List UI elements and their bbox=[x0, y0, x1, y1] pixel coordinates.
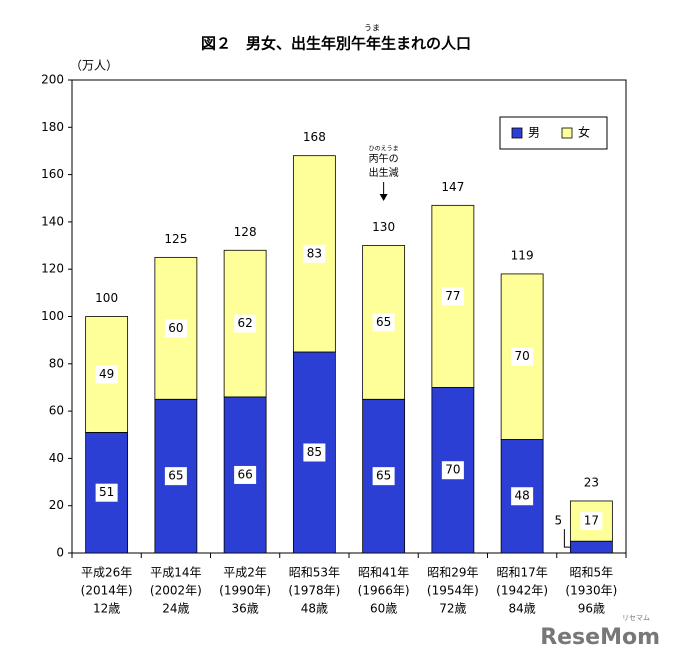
value-label: 77 bbox=[445, 289, 460, 303]
value-label-box bbox=[511, 487, 534, 506]
chart-title: 図２ 男女、出生年別午年生まれの人口 bbox=[201, 35, 471, 53]
x-tick-label: (2002年) bbox=[150, 584, 202, 598]
value-label: 48 bbox=[514, 489, 529, 503]
y-tick-label: 20 bbox=[49, 498, 64, 512]
legend-swatch bbox=[511, 127, 523, 139]
x-tick-label: (1990年) bbox=[219, 584, 271, 598]
annotation-arrowhead bbox=[379, 194, 388, 201]
value-label: 70 bbox=[514, 349, 529, 363]
x-tick-label: 平成14年 bbox=[150, 566, 201, 580]
y-tick-label: 80 bbox=[49, 356, 64, 370]
value-label-box bbox=[234, 465, 257, 484]
x-tick-label: (1966年) bbox=[358, 584, 410, 598]
value-label: 65 bbox=[376, 315, 391, 329]
y-tick-label: 120 bbox=[41, 262, 64, 276]
total-label: 168 bbox=[303, 130, 326, 144]
value-label: 85 bbox=[307, 445, 322, 459]
value-label: 62 bbox=[237, 316, 252, 330]
y-tick-label: 180 bbox=[41, 120, 64, 134]
annotation: 出生減 bbox=[369, 166, 399, 179]
value-label-box bbox=[511, 347, 534, 366]
x-tick-label: (1954年) bbox=[427, 584, 479, 598]
y-tick-label: 0 bbox=[56, 546, 64, 560]
value-label: 65 bbox=[376, 469, 391, 483]
value-label-box bbox=[441, 287, 464, 306]
total-label: 147 bbox=[441, 180, 464, 194]
x-tick-label: 96歳 bbox=[578, 602, 605, 616]
y-tick-label: 140 bbox=[41, 214, 64, 228]
x-tick-label: 48歳 bbox=[301, 602, 328, 616]
value-label-box bbox=[303, 443, 326, 462]
x-tick-label: 72歳 bbox=[439, 602, 466, 616]
value-label: 65 bbox=[168, 469, 183, 483]
x-tick-label: (1978年) bbox=[288, 584, 340, 598]
y-tick-label: 40 bbox=[49, 451, 64, 465]
value-label-box bbox=[164, 319, 187, 338]
value-label: 83 bbox=[307, 246, 322, 260]
x-tick-label: (2014年) bbox=[81, 584, 133, 598]
x-tick-label: 84歳 bbox=[508, 602, 535, 616]
legend-label: 女 bbox=[578, 125, 590, 140]
legend-swatch bbox=[561, 127, 573, 139]
x-tick-label: 昭和29年 bbox=[427, 566, 478, 580]
value-label-box bbox=[372, 467, 395, 486]
annotation: 丙午の bbox=[369, 152, 399, 165]
total-label: 128 bbox=[234, 225, 257, 239]
leader-line bbox=[563, 529, 571, 548]
value-label-box bbox=[95, 365, 118, 384]
value-label: 70 bbox=[445, 463, 460, 477]
value-label: 66 bbox=[237, 467, 252, 481]
value-label-box bbox=[580, 512, 603, 531]
y-unit-label: （万人） bbox=[70, 59, 118, 73]
x-tick-label: 平成26年 bbox=[81, 566, 132, 580]
value-label-box bbox=[234, 314, 257, 333]
y-tick-label: 60 bbox=[49, 404, 64, 418]
value-label-box bbox=[372, 313, 395, 332]
title-ruby: うま bbox=[364, 24, 380, 33]
value-label-box bbox=[441, 461, 464, 480]
x-tick-label: 昭和53年 bbox=[289, 566, 340, 580]
total-label: 130 bbox=[372, 220, 395, 234]
x-tick-label: 昭和41年 bbox=[358, 566, 409, 580]
legend-label: 男 bbox=[528, 126, 540, 140]
x-tick-label: 平成2年 bbox=[223, 566, 267, 580]
x-tick-label: 24歳 bbox=[162, 602, 189, 616]
watermark: ReseMom bbox=[540, 625, 660, 650]
bar-segment bbox=[569, 540, 613, 554]
watermark-sub: リセマム bbox=[622, 614, 650, 622]
value-label-box bbox=[95, 483, 118, 502]
x-tick-label: 12歳 bbox=[93, 602, 120, 616]
x-tick-label: 昭和17年 bbox=[496, 566, 547, 580]
value-label-box bbox=[164, 467, 187, 486]
x-tick-label: 36歳 bbox=[231, 602, 258, 616]
value-label: 60 bbox=[168, 321, 183, 335]
x-tick-label: 昭和5年 bbox=[570, 566, 614, 580]
value-label: 17 bbox=[584, 514, 599, 528]
value-label: 49 bbox=[99, 367, 114, 381]
value-label-box bbox=[303, 244, 326, 263]
y-tick-label: 200 bbox=[41, 73, 64, 87]
value-label: 5 bbox=[555, 514, 563, 528]
annotation-ruby: ひのえうま bbox=[369, 146, 399, 153]
total-label: 125 bbox=[164, 232, 187, 246]
total-label: 23 bbox=[584, 475, 599, 489]
total-label: 119 bbox=[511, 248, 534, 262]
value-label: 51 bbox=[99, 485, 114, 499]
x-tick-label: (1930年) bbox=[565, 584, 617, 598]
x-tick-label: 60歳 bbox=[370, 602, 397, 616]
y-tick-label: 100 bbox=[41, 309, 64, 323]
y-tick-label: 160 bbox=[41, 167, 64, 181]
x-tick-label: (1942年) bbox=[496, 584, 548, 598]
total-label: 100 bbox=[95, 291, 118, 305]
